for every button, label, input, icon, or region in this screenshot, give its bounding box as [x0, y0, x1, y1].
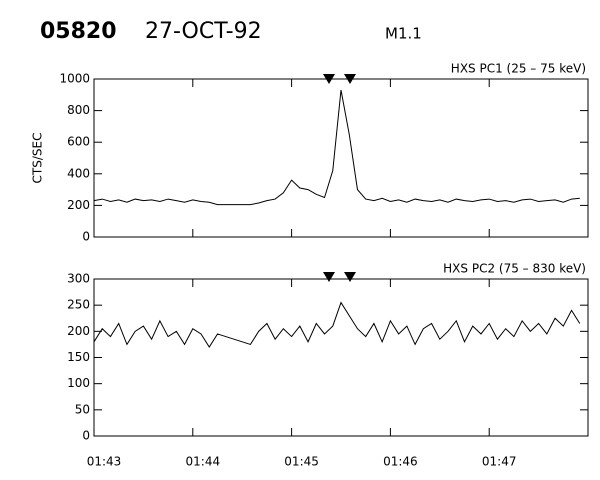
y-tick-label: 1000 [59, 72, 90, 86]
date: 27-OCT-92 [145, 19, 262, 44]
y-tick-label: 300 [67, 272, 90, 286]
y-axis-label: CTS/SEC [31, 133, 45, 184]
y-tick-label: 250 [67, 298, 90, 312]
x-tick-label: 01:44 [186, 455, 221, 469]
panel-title: HXS PC1 (25 – 75 keV) [451, 62, 586, 76]
y-tick-label: 200 [67, 198, 90, 212]
data-line [93, 89, 580, 206]
x-tick-label: 01:45 [284, 455, 319, 469]
x-tick-label: 01:43 [87, 455, 122, 469]
x-tick-label: 01:47 [482, 455, 517, 469]
panel-title: HXS PC2 (75 – 830 keV) [443, 262, 586, 276]
flare-id: 05820 [40, 19, 117, 44]
y-tick-label: 0 [82, 429, 90, 443]
y-tick-label: 150 [67, 350, 90, 364]
y-tick-label: 0 [82, 230, 90, 244]
flare-class: M1.1 [385, 25, 422, 43]
marker [323, 272, 335, 282]
y-tick-label: 50 [75, 402, 90, 416]
y-tick-label: 200 [67, 324, 90, 338]
data-line [93, 301, 581, 348]
y-tick-label: 400 [67, 166, 90, 180]
y-tick-label: 600 [67, 135, 90, 149]
y-tick-label: 800 [67, 103, 90, 117]
x-tick-label: 01:46 [383, 455, 418, 469]
marker [344, 272, 356, 282]
y-tick-label: 100 [67, 376, 90, 390]
plot-frame [93, 78, 589, 238]
